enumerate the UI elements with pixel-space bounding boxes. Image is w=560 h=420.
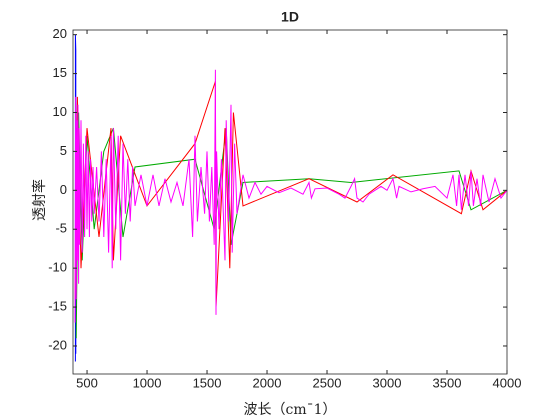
x-tick-label: 2000 (253, 375, 282, 390)
y-tick-label: 20 (53, 26, 67, 41)
y-axis-label: 透射率 (31, 179, 48, 221)
x-tick-label: 3000 (373, 375, 402, 390)
x-axis-label: 波长（cm¯1） (243, 402, 336, 418)
x-tick-label: 2500 (313, 375, 342, 390)
axes-box (72, 29, 508, 375)
y-tick-label: -20 (48, 337, 67, 352)
y-tick-label: 0 (60, 182, 67, 197)
y-tick-label: 10 (53, 104, 67, 119)
x-tick-label: 500 (76, 375, 98, 390)
x-tick-label: 3500 (433, 375, 462, 390)
y-tick-label: 5 (60, 143, 67, 158)
x-tick-label: 1500 (193, 375, 222, 390)
series-line (74, 69, 508, 323)
plot-area (73, 30, 507, 374)
y-tick-label: -5 (55, 221, 67, 236)
chart-title: 1D (281, 9, 299, 25)
y-tick-label: -10 (48, 260, 67, 275)
y-tick-label: -15 (48, 299, 67, 314)
x-tick-label: 4000 (493, 375, 522, 390)
y-tick-label: 15 (53, 65, 67, 80)
x-tick-label: 1000 (133, 375, 162, 390)
